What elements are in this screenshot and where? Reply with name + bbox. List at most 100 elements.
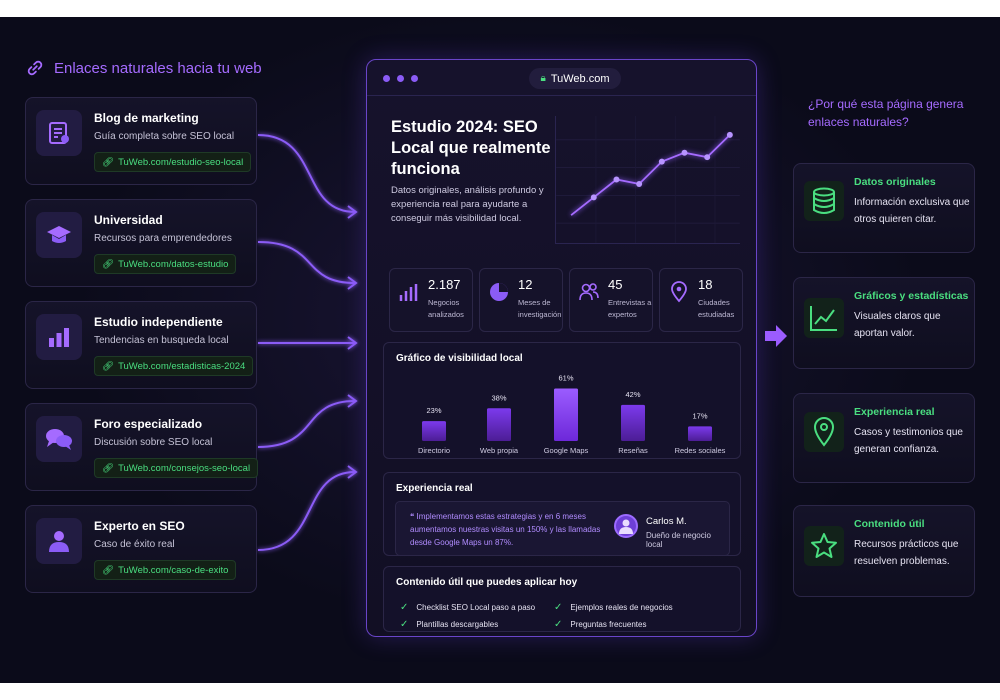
bar-0 bbox=[422, 421, 446, 441]
benefit-card-graficos: Gráficos y estadísticas Visuales claros … bbox=[793, 277, 975, 369]
content-title: Contenido útil que puedes aplicar hoy bbox=[396, 577, 578, 588]
visibility-bar-chart: 23% Directorio 38% Web propia 61% Google Maps… bbox=[418, 373, 726, 455]
source-link[interactable]: 🔗︎ TuWeb.com/estudio-seo-local bbox=[94, 152, 252, 172]
benefit-title: Gráficos y estadísticas bbox=[854, 290, 969, 302]
left-header-title: Enlaces naturales hacia tu web bbox=[54, 59, 262, 77]
bar-3 bbox=[621, 404, 645, 441]
hero-title: Estudio 2024: SEO Local que realmente fu… bbox=[391, 118, 551, 178]
line-glow bbox=[569, 133, 732, 217]
bar-chart-icon bbox=[49, 328, 69, 347]
source-card-estudio[interactable]: Estudio independiente Tendencias en busq… bbox=[25, 301, 257, 389]
lock-icon: 🔒︎ bbox=[540, 73, 546, 84]
window-dot bbox=[383, 75, 390, 82]
url-bar[interactable]: 🔒︎ TuWeb.com bbox=[529, 68, 621, 89]
benefit-title: Datos originales bbox=[854, 176, 936, 188]
experience-panel: Experiencia real ❝ Implementamos estas e… bbox=[383, 472, 741, 556]
stat-negocios: 2.187 Negocios analizados bbox=[389, 268, 473, 332]
stat-label: Negocios analizados bbox=[428, 298, 464, 319]
bar-category-label: Web propia bbox=[480, 446, 519, 455]
bar-value-label: 42% bbox=[625, 390, 640, 399]
line-point bbox=[681, 149, 688, 156]
source-card-foro[interactable]: Foro especializado Discusión sobre SEO l… bbox=[25, 403, 259, 491]
left-header: Enlaces naturales hacia tu web bbox=[26, 59, 262, 77]
benefit-card-contenido: Contenido útil Recursos prácticos que re… bbox=[793, 505, 975, 597]
checklist-item: ✓ Ejemplos reales de negocios bbox=[554, 602, 673, 613]
source-subtitle: Caso de éxito real bbox=[94, 539, 175, 550]
bar-4 bbox=[688, 426, 712, 441]
stat-label: Ciudades estudiadas bbox=[698, 298, 735, 319]
link-icon: 🔗︎ bbox=[102, 258, 115, 270]
benefit-description: Visuales claros que aportan valor. bbox=[854, 311, 941, 339]
location-pin-icon bbox=[671, 281, 687, 303]
source-title: Universidad bbox=[94, 213, 163, 227]
users-icon bbox=[579, 283, 599, 301]
benefit-title: Experiencia real bbox=[854, 406, 935, 418]
bar-category-label: Reseñas bbox=[618, 446, 648, 455]
stat-value: 12 bbox=[518, 277, 533, 292]
link-icon: 🔗︎ bbox=[102, 156, 115, 168]
browser-window: 🔒︎ TuWeb.com Estudio 2024: SEO Local que… bbox=[366, 59, 757, 637]
bar-value-label: 17% bbox=[692, 411, 707, 420]
benefit-title: Contenido útil bbox=[854, 518, 925, 530]
stat-value: 18 bbox=[698, 277, 713, 292]
benefit-card-experiencia: Experiencia real Casos y testimonios que… bbox=[793, 393, 975, 483]
source-link[interactable]: 🔗︎ TuWeb.com/caso-de-exito bbox=[94, 560, 237, 580]
check-icon: ✓ bbox=[400, 619, 409, 630]
benefit-description: Información exclusiva que otros quieren … bbox=[854, 197, 970, 225]
chart-title: Gráfico de visibilidad local bbox=[396, 353, 523, 364]
checklist-item: ✓ Preguntas frecuentes bbox=[554, 619, 647, 630]
map-pin-icon bbox=[813, 417, 835, 447]
window-dot bbox=[397, 75, 404, 82]
infographic: Enlaces naturales hacia tu web Blog de m… bbox=[0, 17, 1000, 683]
source-card-universidad[interactable]: Universidad Recursos para emprendedores … bbox=[25, 199, 257, 287]
author-name: Carlos M. bbox=[646, 516, 687, 527]
benefit-description: Recursos prácticos que resuelven problem… bbox=[854, 539, 959, 567]
stat-label: Entrevistas a expertos bbox=[608, 298, 652, 319]
testimonial: ❝ Implementamos estas estrategias y en 6… bbox=[395, 501, 730, 556]
bar-2 bbox=[554, 388, 578, 441]
link-icon: 🔗︎ bbox=[102, 360, 115, 372]
stat-value: 45 bbox=[608, 277, 623, 292]
source-link[interactable]: 🔗︎ TuWeb.com/consejos-seo-local bbox=[94, 458, 259, 478]
content-panel: Contenido útil que puedes aplicar hoy ✓ C… bbox=[383, 566, 741, 632]
checklist-item: ✓ Plantillas descargables bbox=[400, 619, 499, 630]
database-icon bbox=[813, 187, 835, 214]
hero-description: Datos originales, análisis profundo y ex… bbox=[391, 185, 544, 224]
right-header-title: ¿Por qué esta página genera enlaces natu… bbox=[808, 97, 964, 129]
person-icon bbox=[619, 519, 633, 534]
check-icon: ✓ bbox=[400, 602, 409, 613]
connector-4 bbox=[257, 400, 356, 448]
line-point bbox=[636, 180, 643, 187]
source-link[interactable]: 🔗︎ TuWeb.com/estadisticas-2024 bbox=[94, 356, 254, 376]
source-card-blog[interactable]: Blog de marketing Guía completa sobre SE… bbox=[25, 97, 257, 185]
browser-toolbar: 🔒︎ TuWeb.com bbox=[367, 60, 756, 96]
connector-1 bbox=[257, 134, 356, 213]
benefit-description: Casos y testimonios que generan confianz… bbox=[854, 427, 963, 455]
link-icon bbox=[27, 60, 43, 76]
line-point bbox=[590, 194, 597, 201]
arrow-right-icon bbox=[765, 325, 787, 347]
star-icon bbox=[811, 533, 837, 558]
line-point bbox=[658, 158, 665, 165]
connector-2 bbox=[257, 241, 356, 284]
url-text: TuWeb.com bbox=[550, 72, 610, 85]
check-icon: ✓ bbox=[554, 619, 563, 630]
benefit-card-datos: Datos originales Información exclusiva q… bbox=[793, 163, 975, 253]
author-role: Dueño de negocio local bbox=[646, 531, 711, 549]
bar-category-label: Directorio bbox=[418, 446, 450, 455]
window-dot bbox=[411, 75, 418, 82]
bar-category-label: Redes sociales bbox=[675, 446, 726, 455]
line-point bbox=[704, 154, 711, 161]
bar-category-label: Google Maps bbox=[544, 446, 589, 455]
link-icon: 🔗︎ bbox=[102, 462, 115, 474]
source-subtitle: Guía completa sobre SEO local bbox=[94, 131, 235, 142]
bar-value-label: 23% bbox=[426, 406, 441, 415]
source-link[interactable]: 🔗︎ TuWeb.com/datos-estudio bbox=[94, 254, 237, 274]
source-card-experto[interactable]: Experto en SEO Caso de éxito real 🔗︎ TuWe… bbox=[25, 505, 257, 593]
avatar bbox=[614, 514, 638, 538]
source-title: Experto en SEO bbox=[94, 519, 185, 533]
source-subtitle: Discusión sobre SEO local bbox=[94, 437, 213, 448]
check-icon: ✓ bbox=[554, 602, 563, 613]
bars-icon bbox=[399, 284, 418, 301]
graduation-cap-icon bbox=[47, 226, 71, 243]
